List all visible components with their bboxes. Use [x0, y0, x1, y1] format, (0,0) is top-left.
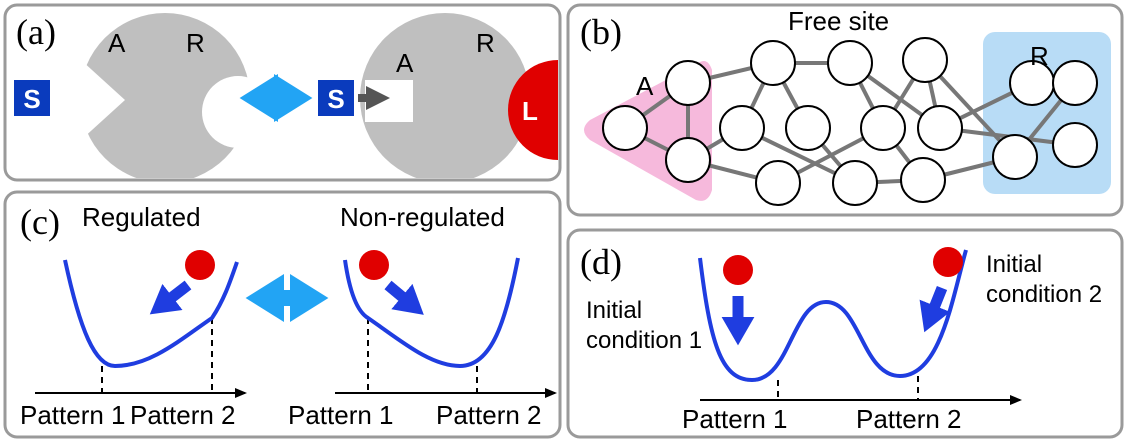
node — [993, 135, 1037, 179]
condition-title: Regulated — [82, 202, 201, 232]
site-label: R — [186, 28, 205, 58]
node — [901, 158, 945, 202]
panel-label: (b) — [580, 12, 622, 52]
node — [666, 138, 710, 182]
initial-label: Initial — [586, 297, 642, 324]
node — [918, 106, 962, 150]
initial-label: condition 1 — [586, 327, 702, 354]
pattern-label: Pattern 2 — [130, 400, 236, 430]
figure: (a) A R S A R S L — [0, 0, 1128, 442]
state-ball — [359, 250, 389, 280]
panel-label: (d) — [580, 242, 622, 282]
pattern-label: Pattern 2 — [856, 404, 962, 434]
node — [833, 161, 877, 205]
panel-label: (a) — [16, 12, 56, 52]
node — [666, 61, 710, 105]
node — [720, 106, 764, 150]
panel-b: (b) Free site A R — [568, 5, 1122, 215]
region-label: R — [1030, 41, 1049, 71]
landscape — [65, 260, 237, 366]
regulatory-notch — [202, 76, 274, 148]
panel-d: (d) Initial condition 1 Initial conditio… — [568, 230, 1122, 437]
node — [751, 41, 795, 85]
site-label: R — [476, 28, 495, 58]
pattern-label: Pattern 1 — [20, 400, 126, 430]
node — [1053, 61, 1097, 105]
flow-arrow — [930, 288, 942, 318]
panel-a: (a) A R S A R S L — [5, 5, 608, 183]
node — [603, 106, 647, 150]
flow-arrow — [388, 285, 412, 305]
panel-label: (c) — [20, 202, 60, 242]
initial-label: Initial — [986, 251, 1042, 278]
region-label: A — [636, 71, 654, 101]
node — [861, 106, 905, 150]
site-label: A — [108, 28, 126, 58]
pattern-label: Pattern 1 — [682, 404, 788, 434]
panel-c: (c) Regulated Non-regulated Pattern 1 Pa… — [5, 192, 560, 437]
site-label: A — [396, 48, 414, 78]
node — [903, 38, 947, 82]
substrate-label: S — [23, 84, 40, 114]
initial-label: condition 2 — [986, 281, 1102, 308]
state-ball — [185, 250, 215, 280]
pattern-label: Pattern 2 — [436, 400, 542, 430]
condition-title: Non-regulated — [340, 202, 505, 232]
node — [828, 41, 872, 85]
free-site-label: Free site — [788, 6, 889, 36]
node — [1053, 123, 1097, 167]
pattern-label: Pattern 1 — [288, 400, 394, 430]
flow-arrow — [162, 285, 188, 305]
node — [786, 106, 830, 150]
substrate-label: S — [327, 84, 344, 114]
state-ball — [723, 255, 753, 285]
state-ball — [933, 247, 963, 277]
node — [756, 161, 800, 205]
ligand-label: L — [522, 96, 538, 126]
